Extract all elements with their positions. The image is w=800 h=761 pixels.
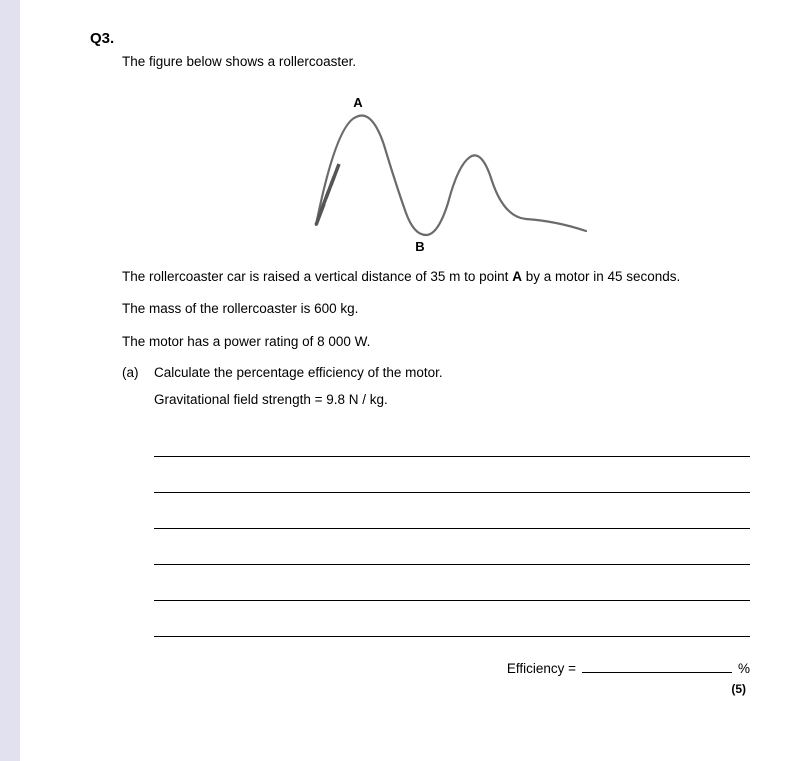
marks: (5) bbox=[66, 682, 746, 696]
question-number: Q3. bbox=[90, 30, 750, 47]
svg-text:A: A bbox=[353, 95, 363, 110]
efficiency-blank[interactable] bbox=[582, 659, 732, 673]
paragraph-distance: The rollercoaster car is raised a vertic… bbox=[122, 268, 750, 286]
p1-part-a: The rollercoaster car is raised a vertic… bbox=[122, 269, 512, 284]
efficiency-row: Efficiency = % bbox=[154, 659, 750, 676]
p1-bold: A bbox=[512, 269, 522, 284]
answer-line[interactable] bbox=[154, 427, 750, 457]
paragraph-mass: The mass of the rollercoaster is 600 kg. bbox=[122, 300, 750, 318]
svg-text:B: B bbox=[415, 239, 424, 253]
answer-line[interactable] bbox=[154, 535, 750, 565]
part-a-question: Calculate the percentage efficiency of t… bbox=[154, 365, 750, 380]
rollercoaster-figure: AB bbox=[122, 85, 750, 258]
part-a-label: (a) bbox=[122, 365, 154, 407]
exam-page: Q3. The figure below shows a rollercoast… bbox=[0, 0, 800, 761]
p1-part-b: by a motor in 45 seconds. bbox=[522, 269, 680, 284]
answer-lines-area bbox=[154, 427, 750, 637]
part-a: (a) Calculate the percentage efficiency … bbox=[122, 365, 750, 407]
rollercoaster-svg: AB bbox=[256, 85, 616, 253]
answer-line[interactable] bbox=[154, 499, 750, 529]
efficiency-label: Efficiency = bbox=[507, 661, 576, 676]
part-a-body: Calculate the percentage efficiency of t… bbox=[154, 365, 750, 407]
answer-line[interactable] bbox=[154, 607, 750, 637]
efficiency-unit: % bbox=[738, 661, 750, 676]
part-a-given: Gravitational field strength = 9.8 N / k… bbox=[154, 392, 750, 407]
intro-text: The figure below shows a rollercoaster. bbox=[122, 53, 750, 71]
answer-line[interactable] bbox=[154, 463, 750, 493]
paragraph-power: The motor has a power rating of 8 000 W. bbox=[122, 333, 750, 351]
answer-line[interactable] bbox=[154, 571, 750, 601]
page-margin-stripe bbox=[6, 0, 20, 761]
